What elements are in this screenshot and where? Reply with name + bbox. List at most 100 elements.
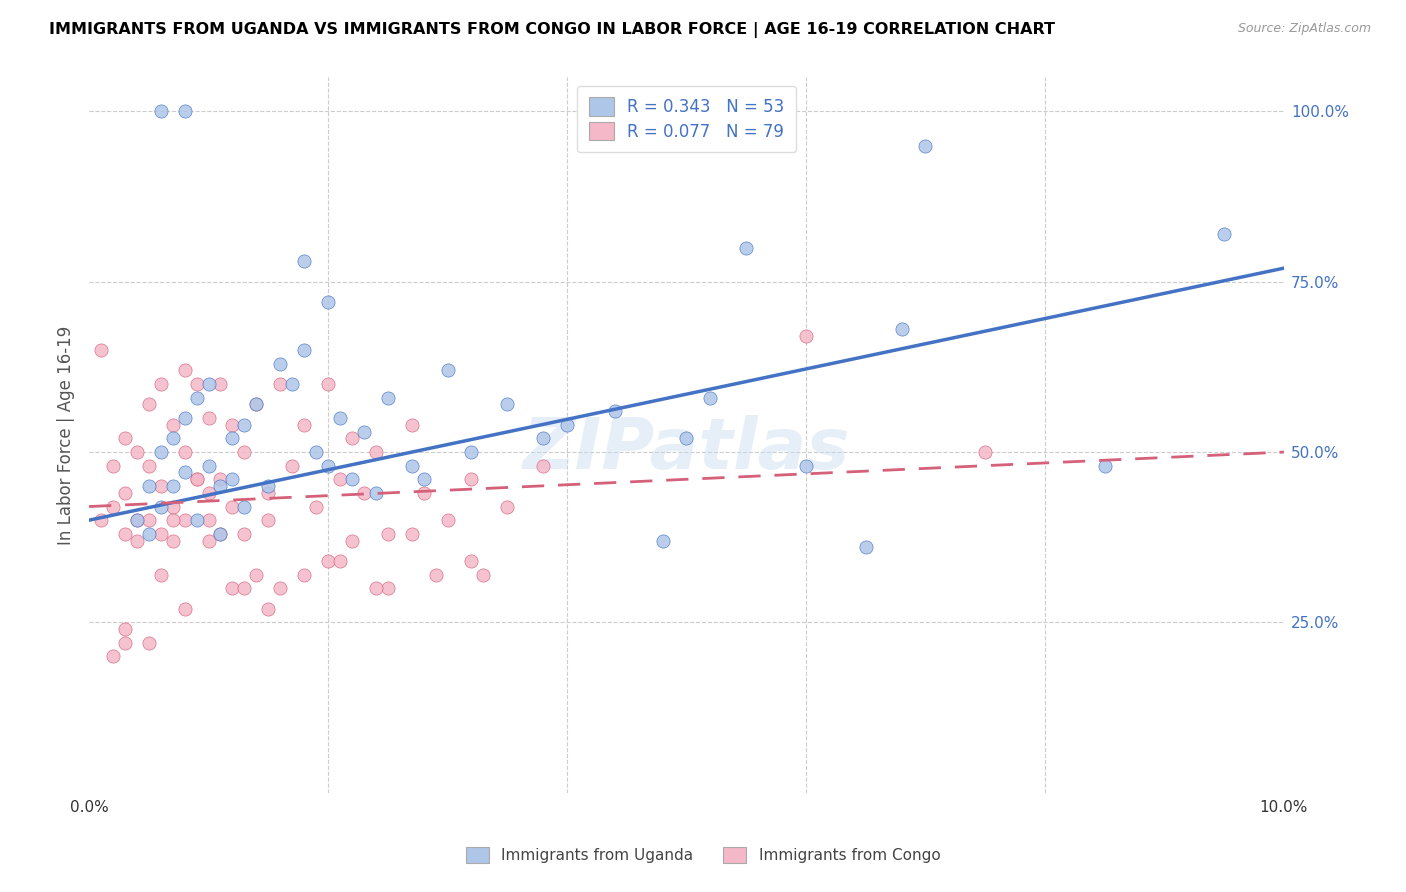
Point (125, 513, 148, 527)
Point (221, 472, 243, 486)
Point (914, 138, 936, 153)
Point (377, 526, 399, 541)
Point (173, 363, 195, 377)
Point (114, 526, 136, 541)
Point (186, 391, 208, 405)
Point (603, 404, 626, 418)
Text: ZIPatlas: ZIPatlas (523, 415, 851, 483)
Point (233, 445, 256, 459)
Point (138, 513, 160, 527)
Point (305, 445, 328, 459)
Point (138, 636, 160, 650)
Point (329, 411, 352, 425)
Point (460, 472, 482, 486)
Point (257, 601, 280, 615)
Point (401, 458, 423, 473)
Point (496, 397, 519, 411)
Point (173, 411, 195, 425)
Point (186, 513, 208, 527)
Point (531, 458, 554, 473)
Point (269, 376, 291, 391)
Point (209, 376, 232, 391)
Point (245, 567, 267, 582)
Point (1094, 458, 1116, 473)
Point (699, 391, 721, 405)
Point (329, 554, 352, 568)
Point (90, 513, 112, 527)
Point (233, 526, 256, 541)
Point (149, 567, 172, 582)
Point (162, 479, 184, 493)
Point (425, 567, 447, 582)
Point (292, 417, 315, 432)
Point (269, 357, 291, 371)
Point (197, 486, 219, 500)
Point (460, 445, 482, 459)
Point (197, 458, 219, 473)
Point (209, 479, 232, 493)
Point (340, 533, 363, 548)
Point (101, 458, 124, 473)
Point (209, 526, 232, 541)
Point (173, 601, 195, 615)
Point (364, 582, 387, 596)
Point (125, 533, 148, 548)
Point (675, 432, 697, 446)
Point (149, 445, 172, 459)
Point (340, 472, 363, 486)
Point (735, 241, 758, 255)
Point (305, 500, 328, 514)
Point (436, 513, 458, 527)
Point (245, 397, 267, 411)
Point (173, 513, 195, 527)
Point (149, 104, 172, 119)
Point (401, 417, 423, 432)
Point (472, 567, 495, 582)
Point (364, 445, 387, 459)
Point (162, 432, 184, 446)
Point (149, 526, 172, 541)
Point (316, 554, 339, 568)
Point (149, 479, 172, 493)
Point (531, 432, 554, 446)
Point (114, 432, 136, 446)
Point (221, 417, 243, 432)
Point (149, 376, 172, 391)
Point (555, 417, 578, 432)
Point (412, 472, 434, 486)
Text: IMMIGRANTS FROM UGANDA VS IMMIGRANTS FROM CONGO IN LABOR FORCE | AGE 16-19 CORRE: IMMIGRANTS FROM UGANDA VS IMMIGRANTS FRO… (49, 22, 1056, 38)
Point (292, 343, 315, 357)
Point (855, 541, 877, 555)
Point (377, 391, 399, 405)
Point (221, 500, 243, 514)
Text: Source: ZipAtlas.com: Source: ZipAtlas.com (1237, 22, 1371, 36)
Point (281, 376, 304, 391)
Point (197, 376, 219, 391)
Point (794, 329, 817, 343)
Point (114, 622, 136, 636)
Point (221, 582, 243, 596)
Point (651, 533, 673, 548)
Y-axis label: In Labor Force | Age 16-19: In Labor Force | Age 16-19 (58, 326, 75, 545)
Point (138, 397, 160, 411)
Point (794, 458, 817, 473)
Point (162, 513, 184, 527)
Point (329, 472, 352, 486)
Point (269, 582, 291, 596)
Point (162, 500, 184, 514)
Point (377, 582, 399, 596)
Point (460, 554, 482, 568)
Point (114, 636, 136, 650)
Point (197, 513, 219, 527)
Point (162, 417, 184, 432)
Point (197, 533, 219, 548)
Point (186, 376, 208, 391)
Point (436, 363, 458, 377)
Point (173, 445, 195, 459)
Point (233, 500, 256, 514)
Point (90, 343, 112, 357)
Point (496, 500, 519, 514)
Point (162, 533, 184, 548)
Point (401, 526, 423, 541)
Point (233, 582, 256, 596)
